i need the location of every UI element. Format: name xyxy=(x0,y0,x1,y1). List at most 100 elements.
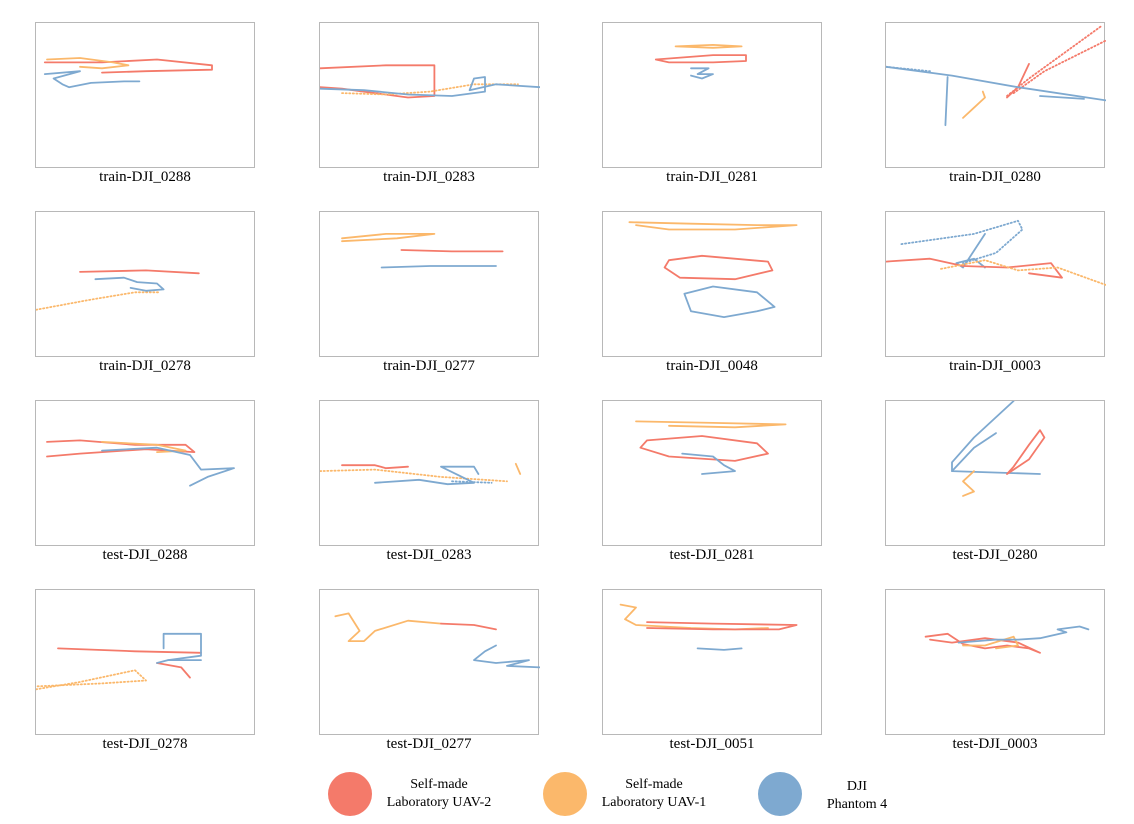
trajectory-phantom xyxy=(451,480,493,484)
panel-caption: test-DJI_0280 xyxy=(952,547,1038,563)
trajectory-phantom xyxy=(43,70,141,89)
trajectory-plot xyxy=(654,43,747,80)
panel-caption: test-DJI_0003 xyxy=(952,736,1038,752)
trajectory-uav2 xyxy=(646,621,798,631)
trajectory-uav1 xyxy=(36,669,147,691)
legend-swatch-phantom xyxy=(758,772,802,816)
trajectory-uav1 xyxy=(341,232,436,243)
trajectory-plot xyxy=(886,25,1106,127)
trajectory-uav1 xyxy=(962,90,986,119)
trajectory-phantom xyxy=(886,65,931,73)
trajectory-panel xyxy=(602,211,822,357)
trajectory-plot xyxy=(619,603,798,651)
trajectory-plot xyxy=(334,612,540,669)
trajectory-phantom xyxy=(101,446,235,487)
legend-swatch-uav1 xyxy=(543,772,587,816)
trajectory-panel xyxy=(319,211,539,357)
trajectory-uav1 xyxy=(628,221,798,231)
trajectory-phantom xyxy=(156,632,202,664)
panel-caption: train-DJI_0277 xyxy=(383,358,475,374)
legend-label-uav2-line1: Self-made xyxy=(410,777,468,792)
legend-label-uav1-line1: Self-made xyxy=(625,777,683,792)
trajectory-uav1 xyxy=(46,57,130,70)
trajectory-panel xyxy=(885,22,1106,168)
trajectory-plot xyxy=(320,64,540,99)
legend-swatch-uav2 xyxy=(328,772,372,816)
trajectory-panel xyxy=(35,22,255,168)
trajectory-uav1 xyxy=(320,468,508,483)
trajectory-phantom xyxy=(696,647,743,651)
trajectory-uav2 xyxy=(1006,25,1103,97)
trajectory-uav1 xyxy=(514,462,522,475)
legend-label-uav1: Self-made Laboratory UAV-1 xyxy=(579,776,729,812)
trajectory-plot xyxy=(628,221,798,318)
panel-caption: train-DJI_0288 xyxy=(99,169,191,185)
trajectory-plot xyxy=(43,57,213,89)
trajectory-panel xyxy=(602,400,822,546)
trajectory-panel xyxy=(319,22,540,168)
trajectory-uav2 xyxy=(639,435,769,462)
trajectory-phantom xyxy=(957,625,1090,644)
panel-caption: test-DJI_0278 xyxy=(102,736,188,752)
trajectory-panel xyxy=(885,211,1106,357)
legend-label-phantom-line2: Phantom 4 xyxy=(826,797,888,812)
trajectory-phantom xyxy=(951,401,1041,475)
trajectory-uav2 xyxy=(79,269,200,275)
trajectory-panel xyxy=(602,589,822,735)
trajectory-uav2 xyxy=(43,58,213,74)
trajectory-plot xyxy=(341,232,504,269)
trajectory-panel xyxy=(602,22,822,168)
trajectory-uav2 xyxy=(440,622,497,631)
trajectory-phantom xyxy=(683,285,776,318)
trajectory-panel xyxy=(885,589,1105,735)
trajectory-phantom xyxy=(94,276,165,292)
trajectory-uav2 xyxy=(1012,39,1106,94)
trajectory-phantom xyxy=(380,265,497,269)
panel-caption: test-DJI_0277 xyxy=(386,736,472,752)
trajectory-uav2 xyxy=(57,647,202,654)
trajectory-phantom xyxy=(681,452,736,475)
trajectory-phantom xyxy=(951,432,997,472)
trajectory-panel xyxy=(319,400,539,546)
trajectory-phantom xyxy=(900,219,1024,264)
trajectory-uav2 xyxy=(156,662,191,679)
trajectory-plot xyxy=(36,269,200,311)
trajectory-uav2 xyxy=(341,464,409,470)
panel-caption: train-DJI_0281 xyxy=(666,169,758,185)
legend-label-uav2: Self-made Laboratory UAV-2 xyxy=(364,776,514,812)
panel-caption: train-DJI_0003 xyxy=(949,358,1041,374)
panel-caption: test-DJI_0281 xyxy=(669,547,755,563)
trajectory-uav1 xyxy=(635,420,787,429)
panel-caption: test-DJI_0288 xyxy=(102,547,188,563)
trajectory-panel xyxy=(885,400,1105,546)
panel-caption: train-DJI_0280 xyxy=(949,169,1041,185)
trajectory-panel xyxy=(319,589,540,735)
trajectory-uav2 xyxy=(400,249,504,253)
panel-caption: test-DJI_0283 xyxy=(386,547,472,563)
trajectory-uav1 xyxy=(962,470,975,497)
panel-caption: test-DJI_0051 xyxy=(669,736,755,752)
trajectory-plot xyxy=(635,420,787,475)
trajectory-uav1 xyxy=(674,43,743,49)
panel-caption: train-DJI_0283 xyxy=(383,169,475,185)
trajectory-phantom xyxy=(886,65,1106,102)
trajectory-uav1 xyxy=(940,259,1106,286)
legend-label-phantom-line1: DJI xyxy=(846,779,868,794)
trajectory-plot xyxy=(46,439,235,487)
trajectory-panel xyxy=(35,400,255,546)
trajectory-uav2 xyxy=(1006,429,1046,475)
panel-caption: train-DJI_0048 xyxy=(666,358,758,374)
legend-label-uav1-line2: Laboratory UAV-1 xyxy=(601,795,707,810)
trajectory-plot xyxy=(924,625,1090,654)
trajectory-plot xyxy=(36,632,202,691)
panel-caption: train-DJI_0278 xyxy=(99,358,191,374)
trajectory-uav1 xyxy=(962,635,1019,650)
trajectory-uav1 xyxy=(334,612,442,642)
legend-label-phantom: DJI Phantom 4 xyxy=(782,778,932,814)
trajectory-uav1 xyxy=(619,603,769,631)
trajectory-panel xyxy=(35,211,255,357)
trajectory-panel xyxy=(35,589,255,735)
trajectory-uav2 xyxy=(663,254,774,281)
trajectory-phantom xyxy=(690,67,714,80)
trajectory-plot xyxy=(951,401,1046,497)
